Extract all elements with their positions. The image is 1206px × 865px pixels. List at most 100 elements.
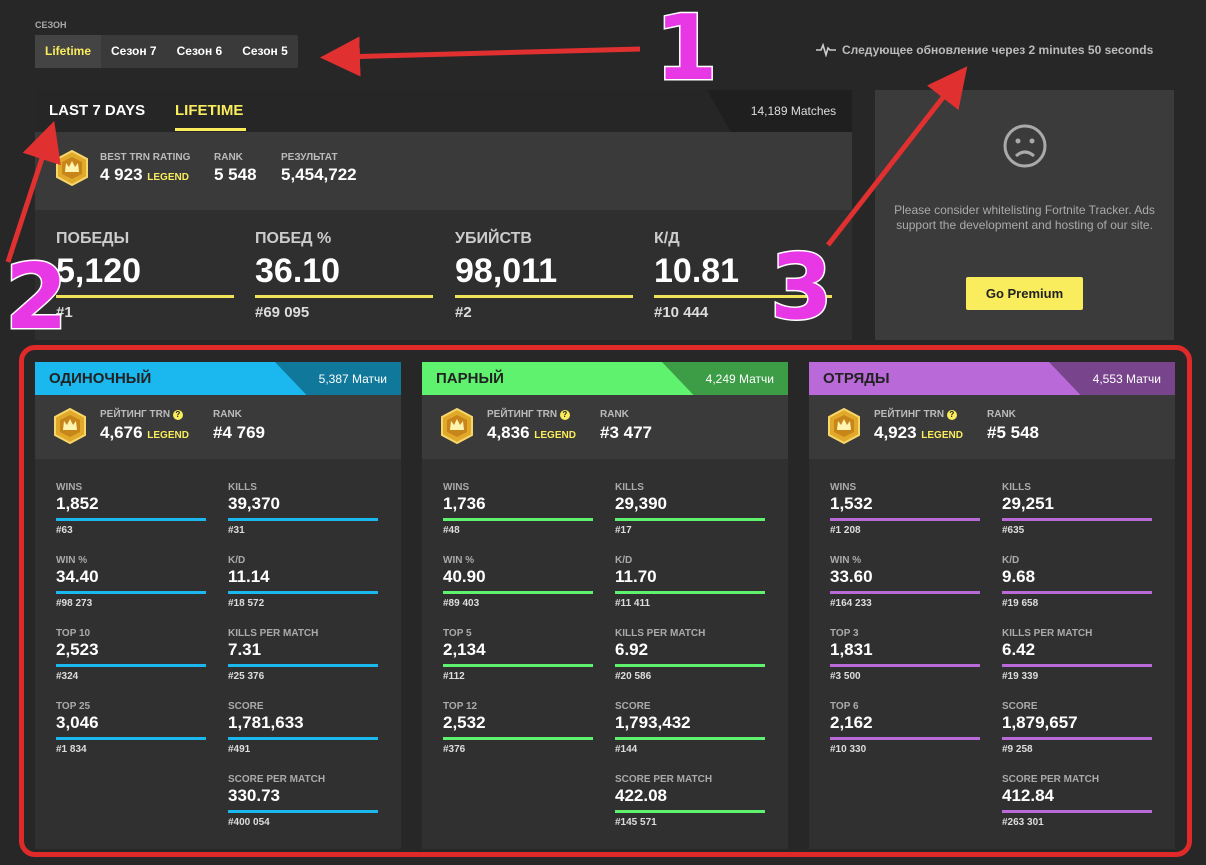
mode-stat: KILLS 29,390 #17: [615, 482, 765, 536]
rating-label: РЕЙТИНГ TRN ?: [874, 409, 957, 420]
season-tab-lifetime[interactable]: Lifetime: [35, 35, 102, 68]
stat-label: TOP 5: [443, 628, 472, 639]
stat-bar: [615, 810, 765, 813]
stat-rank: #376: [443, 744, 466, 755]
rating-value: 4,836 LEGEND: [487, 423, 576, 443]
stat-rank: #263 301: [1002, 817, 1044, 828]
mode-title: ОТРЯДЫ: [823, 370, 890, 387]
legend-badge-icon: [441, 408, 473, 444]
stat-label: KILLS PER MATCH: [615, 628, 706, 639]
stat-label: ПОБЕД %: [255, 230, 332, 247]
mode-stat: WINS 1,532 #1 208: [830, 482, 980, 536]
stat-rank: #63: [56, 525, 73, 536]
help-icon[interactable]: ?: [559, 410, 570, 420]
stat-value: 5,120: [56, 252, 142, 290]
stat-label: KILLS: [228, 482, 257, 493]
stat-rank: #1: [56, 304, 73, 321]
stat-rank: #1 208: [830, 525, 861, 536]
stat-bar: [615, 518, 765, 521]
stat-value: 1,879,657: [1002, 713, 1078, 732]
help-icon[interactable]: ?: [172, 410, 183, 420]
stat-rank: #635: [1002, 525, 1025, 536]
mode-stat: TOP 25 3,046 #1 834: [56, 701, 206, 755]
annotation-number-3: 3: [769, 234, 835, 342]
stat-label: TOP 25: [56, 701, 91, 712]
mode-stat: WIN % 33.60 #164 233: [830, 555, 980, 609]
legend-badge-icon: [56, 150, 88, 186]
season-tab-5[interactable]: Сезон 5: [242, 44, 288, 58]
legend-tag: LEGEND: [147, 172, 189, 183]
stat-bar: [443, 591, 593, 594]
stat-bar: [228, 664, 378, 667]
stat-value: 412.84: [1002, 786, 1054, 805]
legend-tag: LEGEND: [921, 430, 963, 441]
help-icon[interactable]: ?: [946, 410, 957, 420]
stat-bar: [615, 737, 765, 740]
annotation-number-2: 2: [4, 244, 70, 352]
rating-value: 4,923 LEGEND: [874, 423, 963, 443]
season-tab-7[interactable]: Сезон 7: [111, 44, 157, 58]
stat-rank: #69 095: [255, 304, 310, 321]
stat-bar: [455, 295, 633, 298]
stat-bar: [443, 518, 593, 521]
stat-rank: #112: [443, 671, 465, 682]
update-status: Следующее обновление через 2 minutes 50 …: [816, 43, 1153, 57]
stat-value: 2,532: [443, 713, 486, 732]
stat-rank: #1 834: [56, 744, 87, 755]
mode-stat: KILLS PER MATCH 7.31 #25 376: [228, 628, 378, 682]
stat-label: УБИЙСТВ: [455, 230, 532, 247]
mode-stat: WIN % 40.90 #89 403: [443, 555, 593, 609]
stat-rank: #25 376: [228, 671, 265, 682]
stat-kd: К/Д 10.81 #10 444: [654, 230, 832, 321]
stat-label: WIN %: [443, 555, 475, 566]
stat-value: 1,831: [830, 640, 873, 659]
stat-label: K/D: [228, 555, 246, 566]
stat-bar: [1002, 518, 1152, 521]
stat-rank: #31: [228, 525, 245, 536]
mode-stat: WINS 1,736 #48: [443, 482, 593, 536]
stat-value: 39,370: [228, 494, 280, 513]
stat-rank: #2: [455, 304, 472, 321]
stat-bar: [830, 664, 980, 667]
stat-rank: #10 330: [830, 744, 867, 755]
mode-rating-row: РЕЙТИНГ TRN ? 4,836 LEGEND RANK #3 477: [422, 395, 788, 459]
stat-value: 33.60: [830, 567, 873, 586]
stat-bar: [443, 664, 593, 667]
mode-card-squad: ОТРЯДЫ 4,553 Матчи РЕЙТИНГ TRN ? 4,923 L…: [809, 362, 1175, 849]
mode-stat: SCORE 1,879,657 #9 258: [1002, 701, 1152, 755]
stat-label: WINS: [56, 482, 83, 493]
rank-label: RANK: [214, 152, 243, 163]
stat-bar: [1002, 591, 1152, 594]
stat-rank: #10 444: [654, 304, 709, 321]
overview-tabs: LAST 7 DAYS LIFETIME 14,189 Matches: [35, 90, 852, 132]
mode-card-duo: ПАРНЫЙ 4,249 Матчи РЕЙТИНГ TRN ? 4,836 L…: [422, 362, 788, 849]
stat-bar: [1002, 664, 1152, 667]
season-tabs: Lifetime Сезон 7 Сезон 6 Сезон 5: [35, 35, 298, 68]
season-tab-6[interactable]: Сезон 6: [176, 44, 223, 58]
stat-bar: [443, 737, 593, 740]
mode-stat: KILLS PER MATCH 6.42 #19 339: [1002, 628, 1152, 682]
mode-card-solo: ОДИНОЧНЫЙ 5,387 Матчи РЕЙТИНГ TRN ? 4,67…: [35, 362, 401, 849]
stat-bar: [615, 664, 765, 667]
stat-label: WINS: [830, 482, 857, 493]
rating-number: 4,923: [874, 423, 917, 442]
stat-bar: [228, 737, 378, 740]
stat-win-percent: ПОБЕД % 36.10 #69 095: [255, 230, 433, 321]
mode-rating-row: РЕЙТИНГ TRN ? 4,923 LEGEND RANK #5 548: [809, 395, 1175, 459]
rating-number: 4,836: [487, 423, 530, 442]
tab-lifetime[interactable]: LIFETIME: [175, 102, 244, 119]
mode-matches: 4,553 Матчи: [1092, 372, 1161, 386]
tab-last-7-days[interactable]: LAST 7 DAYS: [49, 102, 146, 119]
stat-label: ПОБЕДЫ: [56, 230, 130, 247]
stat-label: WINS: [443, 482, 470, 493]
mode-matches: 4,249 Матчи: [705, 372, 774, 386]
stat-value: 330.73: [228, 786, 280, 805]
mode-stat: TOP 6 2,162 #10 330: [830, 701, 980, 755]
stat-value: 1,852: [56, 494, 99, 513]
go-premium-button[interactable]: Go Premium: [966, 277, 1083, 310]
rating-value: 4,676 LEGEND: [100, 423, 189, 443]
rating-label: РЕЙТИНГ TRN ?: [487, 409, 570, 420]
arrow-2: [5, 120, 61, 263]
best-rating-number: 4 923: [100, 165, 143, 184]
mode-stat: SCORE 1,793,432 #144: [615, 701, 765, 755]
